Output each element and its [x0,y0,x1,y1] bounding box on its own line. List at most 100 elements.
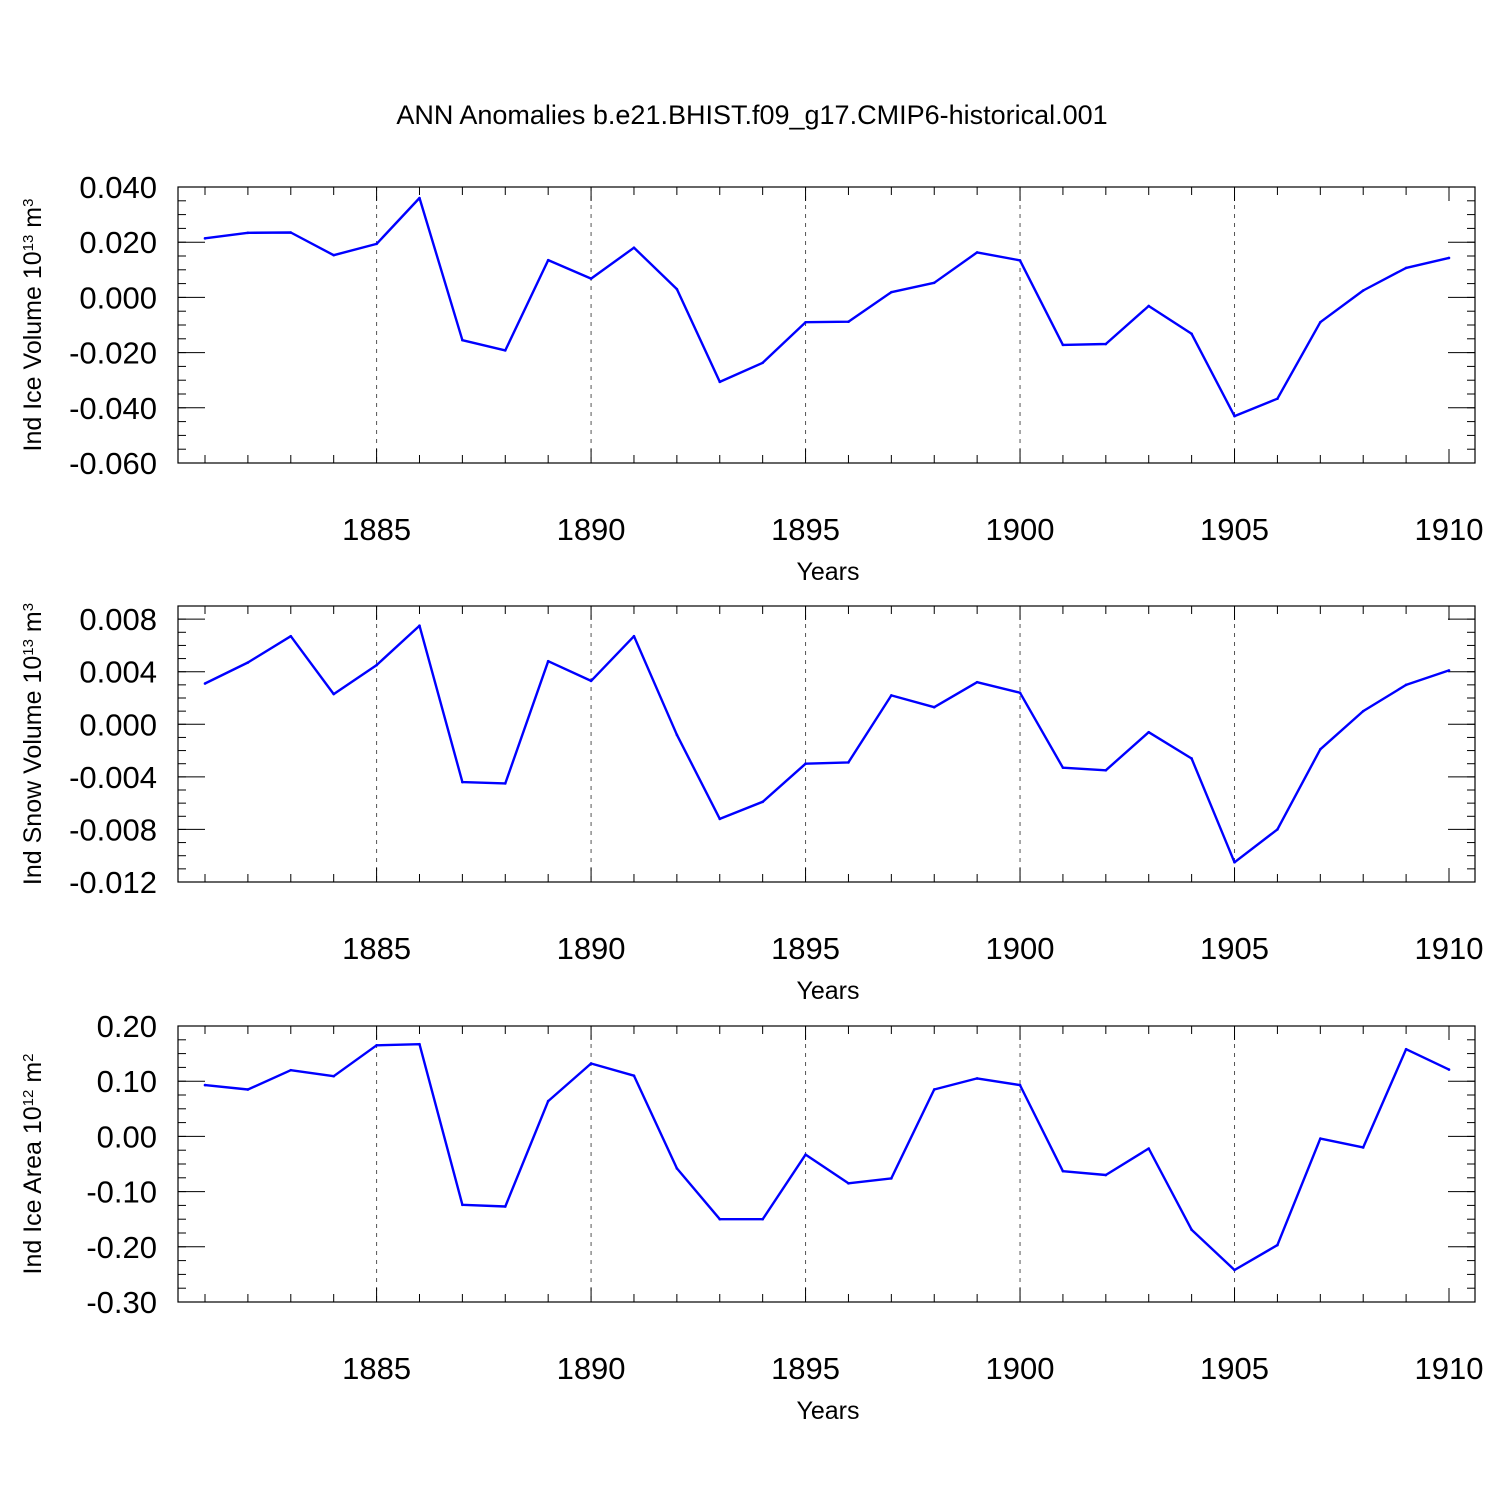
data-point [1276,828,1279,831]
data-point [932,281,936,285]
y-tick-label: -0.10 [86,1175,157,1210]
data-point [418,196,421,200]
chart-panels: 0.040 0.020 0.000 -0.020 -0.040 -0.060 1885 189… [19,170,1483,1425]
y-tick-label: 0.004 [79,655,157,690]
data-point [589,277,593,280]
x-tick-label: 1895 [771,1351,840,1386]
y-tick-label: 0.008 [79,602,157,637]
data-point [203,1083,207,1087]
x-tick-label: 1910 [1415,931,1484,966]
data-point [1233,1268,1236,1272]
data-point [847,761,850,764]
data-point [461,338,464,342]
data-point [761,800,764,804]
x-tick-label: 1890 [557,512,626,547]
data-point [975,251,979,254]
data-point [246,661,250,664]
y-tick-label: 0.00 [97,1119,157,1154]
x-tick-label: 1905 [1200,512,1269,547]
data-point [890,290,893,294]
data-point [1447,256,1451,260]
data-point [890,1177,893,1180]
data-point [546,659,550,663]
data-point [804,1153,807,1156]
data-point [503,782,507,785]
data-point [932,705,936,709]
data-point [1276,1243,1279,1247]
y-axis-title: Ind Ice Area 1012 m2 [19,1054,47,1275]
data-point [1061,766,1065,769]
data-point [932,1088,936,1091]
y-axis-title: Ind Snow Volume 1013 m3 [19,603,47,885]
data-point [418,1042,421,1046]
y-axis-title-unit: m [19,611,47,639]
y-axis-title-text: Ind Snow Volume 10 [19,656,47,885]
data-point [761,1217,764,1221]
data-point [1319,747,1322,751]
data-point [1061,1169,1065,1173]
data-point [632,634,636,638]
data-point [289,231,293,234]
data-point [804,762,807,766]
x-tick-label: 1885 [342,512,411,547]
data-point [246,231,250,235]
y-tick-label: -0.012 [69,865,157,900]
y-axis-title-unit-power: 3 [20,603,37,611]
x-tick-label: 1900 [986,512,1055,547]
chart-panel-1: 0.040 0.020 0.000 -0.020 -0.040 -0.060 1885 189… [19,170,1483,586]
data-point [847,320,850,323]
data-point [761,361,764,365]
data-point [675,733,679,737]
data-point [546,258,550,262]
data-point [718,380,722,384]
data-point [1233,860,1236,864]
data-point [1404,1047,1408,1051]
data-point [1404,266,1408,270]
data-point [503,1205,507,1208]
plot-frame [177,605,1476,883]
data-point [589,1062,593,1065]
x-tick-label: 1910 [1415,512,1484,547]
data-point [804,320,807,324]
data-point [503,349,507,352]
data-point [718,817,722,821]
data-point [1061,343,1065,347]
x-tick-label: 1885 [342,931,411,966]
data-point [1104,768,1108,772]
data-point [675,287,679,291]
y-tick-label: 0.020 [79,225,157,260]
data-point [1361,709,1365,713]
y-tick-label: -0.004 [69,760,157,795]
x-tick-label: 1900 [986,1351,1055,1386]
x-tick-label: 1910 [1415,1351,1484,1386]
y-axis-title-unit: m [19,207,47,235]
data-point [1404,683,1408,687]
data-point [1018,691,1022,695]
data-point [1447,669,1451,672]
data-point [418,624,421,628]
x-tick-label: 1895 [771,512,840,547]
data-point [461,1203,464,1207]
data-point [1018,1083,1022,1087]
data-point [332,1074,335,1078]
data-point [332,692,335,696]
data-point [1319,1137,1322,1140]
data-point [332,253,335,257]
y-axis-title-text: Ind Ice Area 10 [19,1106,47,1274]
data-point [246,1088,250,1091]
y-tick-label: -0.30 [86,1285,157,1320]
y-axis-title-unit-power: 2 [20,1054,37,1062]
data-point [975,1077,979,1080]
data-point [375,242,378,246]
data-point [1276,397,1279,400]
data-point [1190,1228,1193,1231]
y-tick-label: -0.20 [86,1230,157,1265]
data-point [1319,320,1322,324]
data-point [1104,1173,1108,1177]
data-point [1018,259,1022,262]
y-tick-label: 0.20 [97,1009,157,1044]
y-axis-title-exponent: 13 [20,235,37,252]
data-point [375,1044,378,1047]
data-point [632,246,636,250]
y-axis-title-exponent: 12 [20,1090,37,1107]
